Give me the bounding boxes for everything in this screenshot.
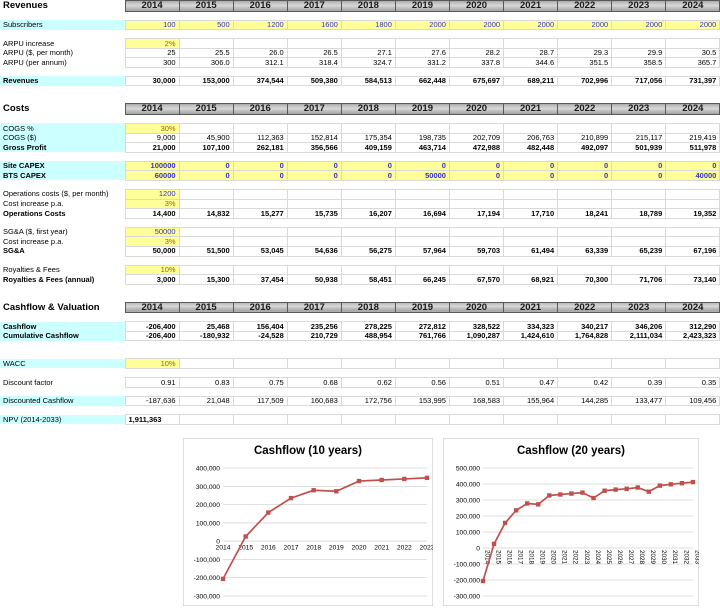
svg-text:2030: 2030: [660, 550, 667, 565]
svg-text:2021: 2021: [561, 550, 568, 565]
svg-text:2026: 2026: [616, 550, 623, 565]
svg-text:2022: 2022: [572, 550, 579, 565]
svg-text:2029: 2029: [649, 550, 656, 565]
svg-text:100,000: 100,000: [196, 520, 220, 527]
svg-text:2023: 2023: [420, 545, 433, 552]
svg-text:2016: 2016: [505, 550, 512, 565]
svg-text:2017: 2017: [284, 545, 299, 552]
svg-text:2015: 2015: [494, 550, 501, 565]
svg-text:2024: 2024: [594, 550, 601, 565]
svg-text:2022: 2022: [397, 545, 412, 552]
svg-text:200,000: 200,000: [196, 502, 220, 509]
svg-text:100,000: 100,000: [456, 530, 480, 537]
svg-text:2020: 2020: [352, 545, 367, 552]
svg-text:300,000: 300,000: [196, 484, 220, 491]
svg-text:2017: 2017: [516, 550, 523, 565]
svg-text:2031: 2031: [671, 550, 678, 565]
svg-text:400,000: 400,000: [456, 482, 480, 489]
svg-text:300,000: 300,000: [456, 498, 480, 505]
svg-text:-200,000: -200,000: [454, 578, 481, 585]
svg-text:500,000: 500,000: [456, 466, 480, 473]
svg-text:2033: 2033: [693, 550, 699, 565]
svg-text:-100,000: -100,000: [194, 557, 221, 564]
svg-text:Cashflow (10 years): Cashflow (10 years): [254, 445, 362, 457]
svg-text:0: 0: [476, 546, 480, 553]
svg-text:2019: 2019: [329, 545, 344, 552]
svg-text:-200,000: -200,000: [194, 575, 221, 582]
svg-text:400,000: 400,000: [196, 466, 220, 473]
svg-text:2032: 2032: [682, 550, 689, 565]
svg-text:2023: 2023: [583, 550, 590, 565]
svg-text:Cashflow (20 years): Cashflow (20 years): [517, 445, 625, 457]
svg-text:200,000: 200,000: [456, 514, 480, 521]
svg-text:-100,000: -100,000: [454, 562, 481, 569]
svg-text:-300,000: -300,000: [454, 594, 481, 601]
svg-text:2020: 2020: [550, 550, 557, 565]
svg-text:2014: 2014: [216, 545, 231, 552]
svg-text:2021: 2021: [374, 545, 389, 552]
svg-text:2018: 2018: [306, 545, 321, 552]
svg-text:2016: 2016: [261, 545, 276, 552]
svg-text:2025: 2025: [605, 550, 612, 565]
svg-text:2019: 2019: [539, 550, 546, 565]
svg-text:2028: 2028: [638, 550, 645, 565]
svg-text:2027: 2027: [627, 550, 634, 565]
svg-text:-300,000: -300,000: [194, 594, 221, 601]
svg-text:2018: 2018: [528, 550, 535, 565]
